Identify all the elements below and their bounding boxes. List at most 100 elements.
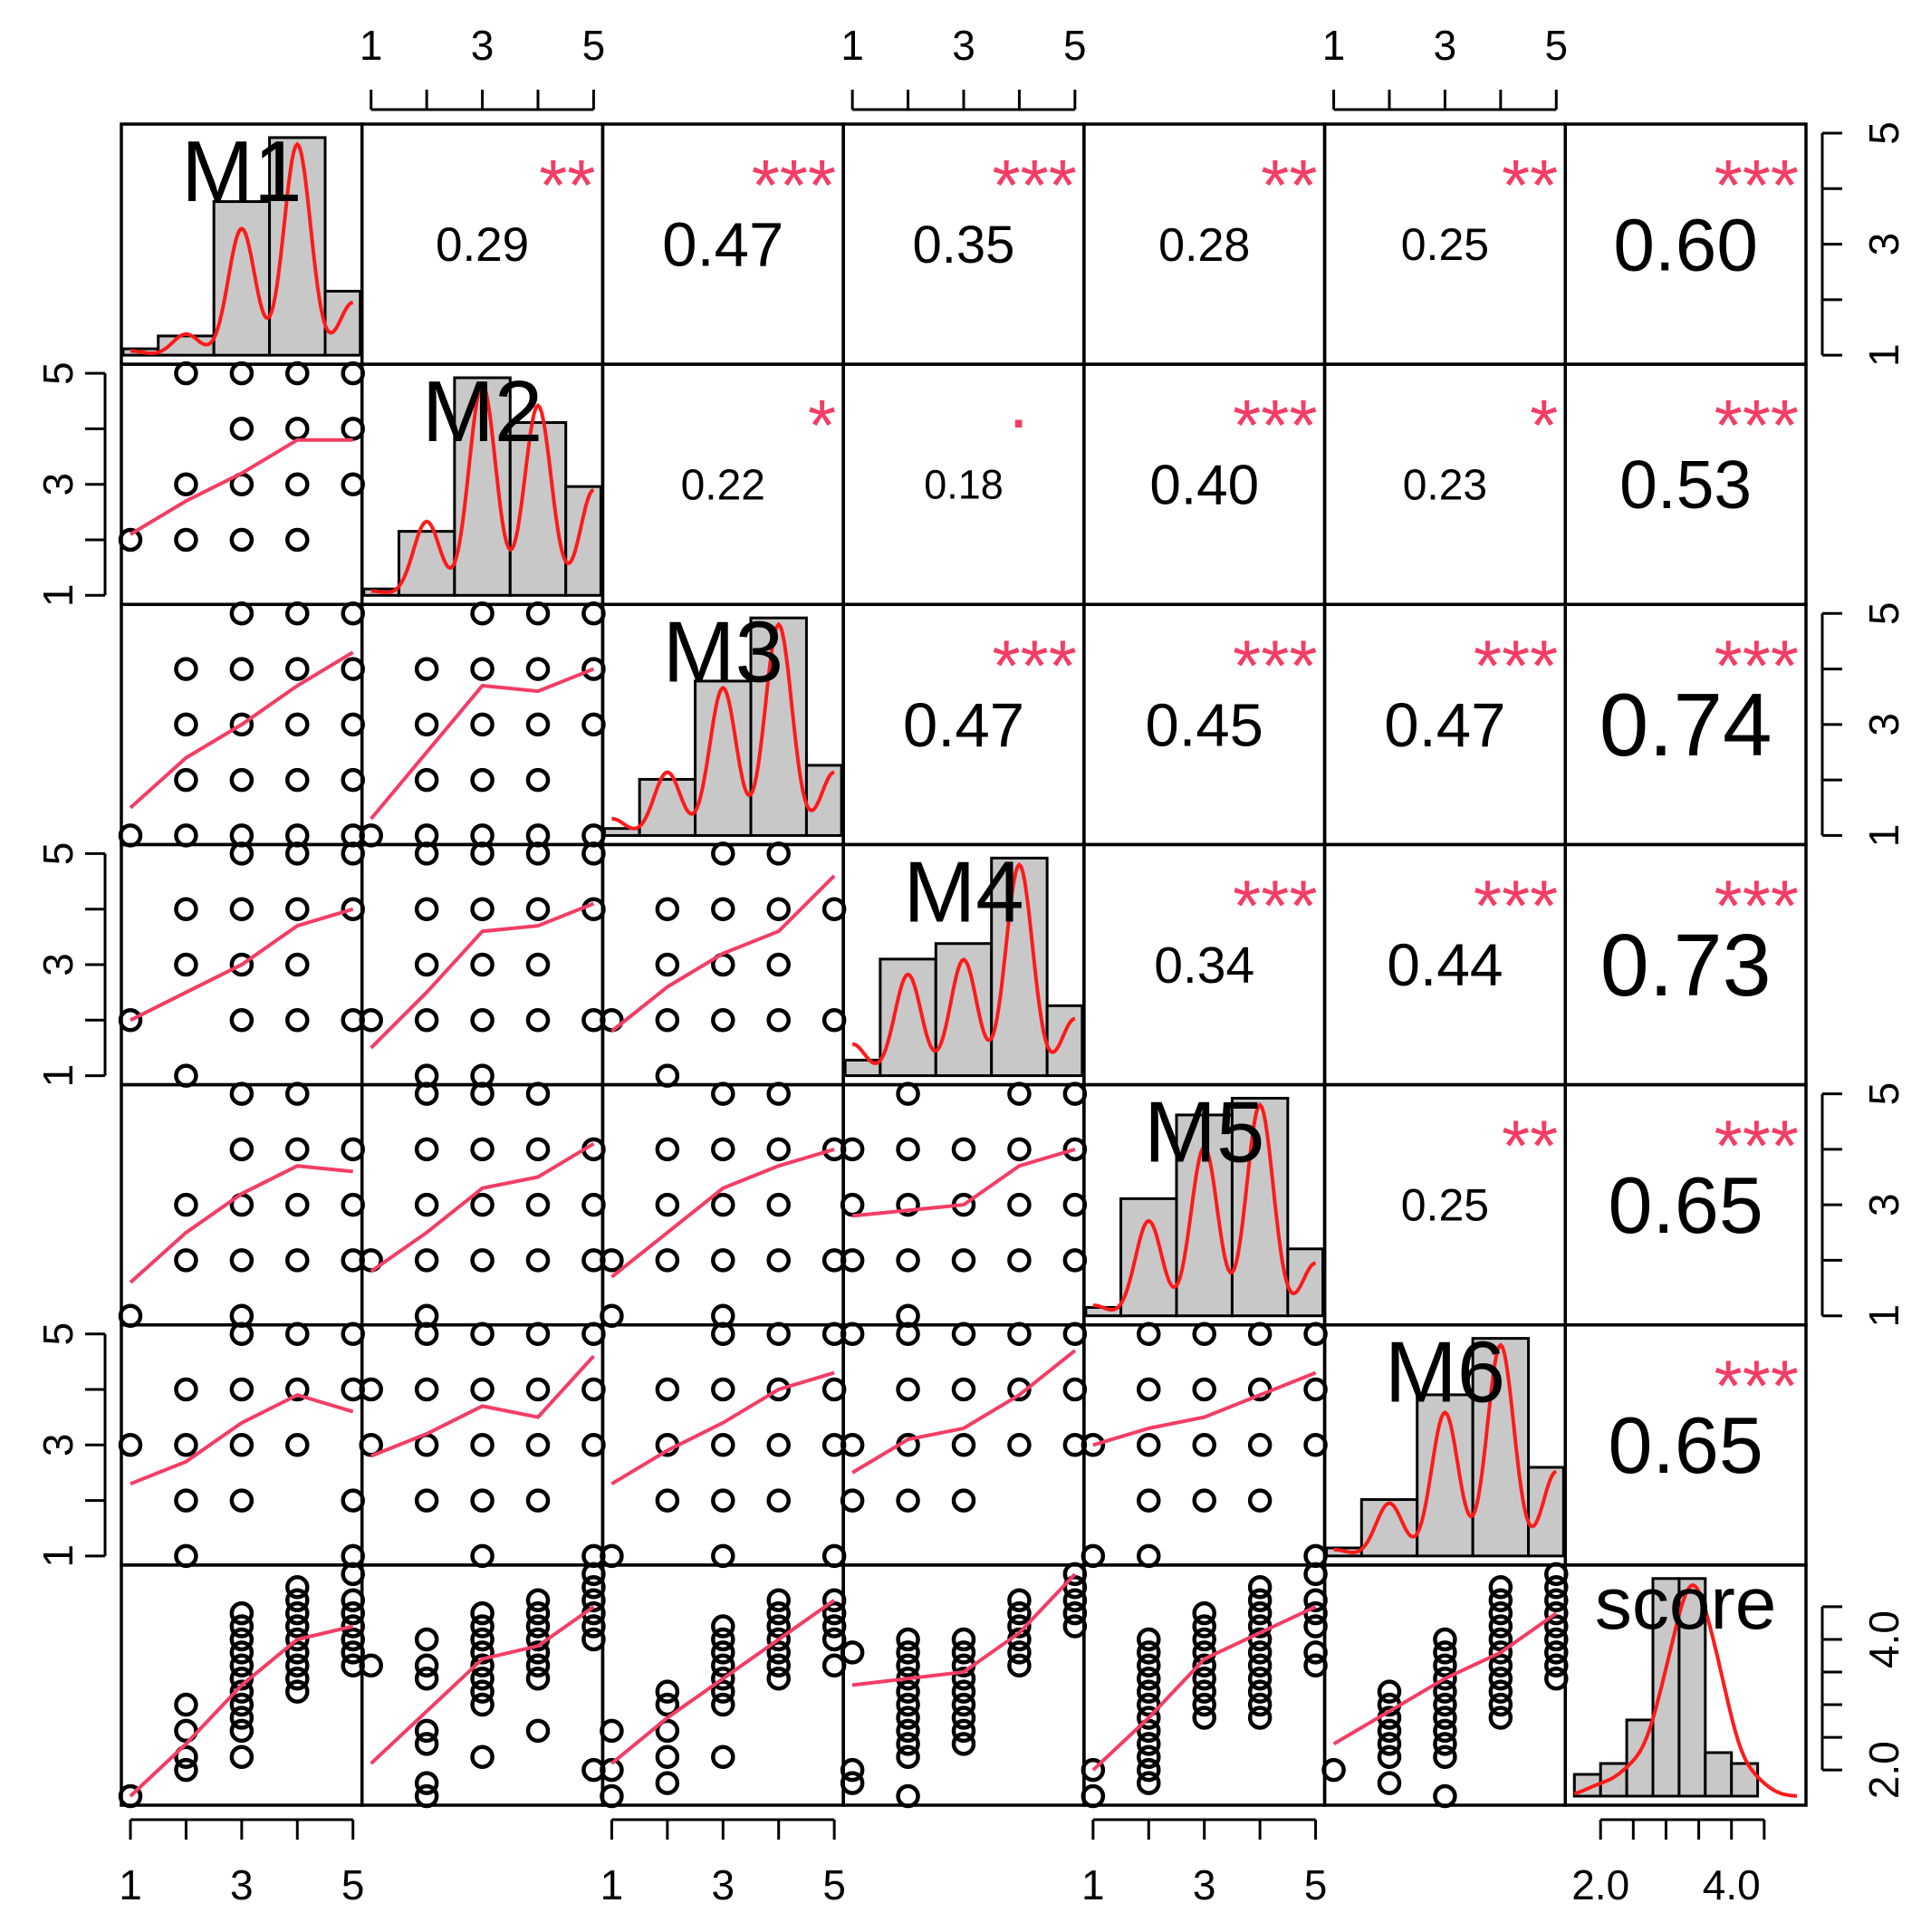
data-point-M2-M4-3 — [414, 952, 439, 977]
data-point-M5-score-12 — [1137, 1640, 1161, 1665]
data-point-M4-score-13 — [896, 1627, 920, 1652]
data-point-M1-M3-7 — [229, 712, 255, 737]
data-point-M1-score-7 — [229, 1706, 255, 1730]
data-point-M1-M4-3 — [174, 1063, 198, 1088]
histogram-bar-M5-3 — [1230, 1096, 1290, 1318]
data-point-M1-score-13 — [229, 1627, 255, 1652]
data-point-M3-M5-11 — [766, 1137, 791, 1162]
right-tick-label-M3-1: 3 — [1860, 713, 1907, 736]
data-point-M5-score-6 — [1137, 1718, 1161, 1744]
data-point-M4-score-4 — [896, 1745, 920, 1769]
data-point-M2-M6-9 — [470, 1488, 495, 1513]
data-point-M1-M6-14 — [341, 1488, 365, 1513]
data-point-M2-M5-4 — [414, 1248, 439, 1273]
data-point-M1-score-5 — [229, 1745, 255, 1769]
data-point-M3-M5-10 — [766, 1081, 791, 1106]
correlation-value-M2-M6: 0.23 — [1403, 462, 1487, 510]
data-point-M5-score-4 — [1137, 1745, 1161, 1769]
data-point-M1-M4-2 — [174, 952, 198, 977]
data-point-M2-M4-13 — [525, 952, 551, 977]
data-point-M4-M5-8 — [951, 1137, 976, 1162]
data-point-M4-score-11 — [896, 1653, 920, 1678]
data-point-M4-M6-11 — [1007, 1322, 1032, 1346]
data-point-M1-score-15 — [229, 1600, 255, 1626]
data-point-M6-score-9 — [1433, 1745, 1457, 1769]
data-point-M3-M5-12 — [766, 1192, 791, 1217]
smooth-line-M1-M4 — [130, 907, 354, 1023]
panel-frame-M4-M2 — [360, 842, 605, 1087]
data-point-M6-score-19 — [1488, 1706, 1513, 1730]
data-point-M1-M6-6 — [229, 1377, 255, 1402]
histogram-bar-score-2 — [1625, 1718, 1655, 1798]
significance-stars-M2-M5: *** — [1233, 385, 1317, 466]
left-tick-label-M2-1: 3 — [34, 473, 82, 496]
significance-stars-M1-M3: *** — [752, 145, 836, 226]
data-point-M3-M5-3 — [655, 1192, 680, 1217]
data-point-M3-M6-9 — [766, 1322, 791, 1346]
data-point-M5-score-32 — [1247, 1588, 1273, 1612]
data-point-M6-score-26 — [1488, 1614, 1513, 1639]
data-point-M2-M3-1 — [414, 657, 439, 681]
data-point-M2-score-19 — [525, 1653, 551, 1678]
data-point-M1-M5-2 — [174, 1248, 198, 1273]
data-point-M4-M5-5 — [896, 1192, 920, 1217]
data-point-M2-M6-14 — [525, 1488, 551, 1513]
correlation-value-M2-M5: 0.40 — [1149, 454, 1259, 516]
data-point-M5-score-7 — [1137, 1706, 1161, 1730]
density-curve-M3 — [611, 621, 835, 831]
data-point-M6-score-7 — [1377, 1679, 1402, 1704]
significance-stars-M4-score: *** — [1714, 865, 1799, 946]
density-curve-M2 — [370, 381, 595, 594]
data-point-M4-M5-15 — [1062, 1081, 1088, 1106]
data-point-M1-score-12 — [229, 1640, 255, 1665]
data-point-M2-score-22 — [525, 1614, 551, 1639]
data-point-M1-score-24 — [285, 1575, 310, 1600]
right-tick-label-score-1: 4.0 — [1860, 1610, 1907, 1668]
significance-stars-M2-M4: . — [1009, 362, 1029, 443]
data-point-M6-score-22 — [1488, 1666, 1513, 1691]
data-point-M2-M6-8 — [470, 1433, 495, 1457]
top-tick-label-M6-2: 5 — [1544, 22, 1568, 69]
data-point-M2-score-23 — [525, 1600, 551, 1626]
data-point-M4-score-23 — [1007, 1653, 1032, 1678]
data-point-M1-M4-10 — [285, 952, 310, 977]
significance-stars-M2-score: *** — [1714, 385, 1799, 466]
data-point-M2-M6-5 — [414, 1488, 439, 1513]
data-point-M1-score-18 — [285, 1653, 310, 1678]
histogram-bar-M6-2 — [1416, 1393, 1474, 1558]
data-point-M5-score-13 — [1137, 1627, 1161, 1652]
data-point-M4-M6-6 — [896, 1488, 920, 1513]
data-point-M5-M6-9 — [1192, 1433, 1216, 1457]
data-point-M4-score-28 — [1007, 1588, 1032, 1612]
correlation-value-M4-M5: 0.34 — [1154, 937, 1254, 995]
density-curve-score — [1573, 1582, 1798, 1798]
data-point-M5-score-3 — [1137, 1757, 1161, 1783]
data-point-M4-score-9 — [896, 1679, 920, 1704]
correlation-value-M1-M2: 0.29 — [436, 218, 529, 272]
significance-stars-M2-M3: * — [808, 385, 836, 466]
data-point-M5-score-2 — [1137, 1771, 1161, 1795]
data-point-M5-score-9 — [1137, 1679, 1161, 1704]
data-point-M4-score-22 — [951, 1627, 976, 1652]
data-point-M1-score-21 — [285, 1614, 310, 1639]
data-point-M3-M6-1 — [655, 1377, 680, 1402]
bottom-tick-label-M3-0: 1 — [600, 1861, 624, 1908]
data-point-M3-score-16 — [766, 1666, 791, 1691]
data-point-M1-M5-4 — [229, 1137, 255, 1162]
data-point-M2-M6-10 — [470, 1543, 495, 1569]
data-point-M3-M4-12 — [766, 1008, 791, 1033]
smooth-line-M4-M5 — [851, 1147, 1076, 1218]
data-point-M1-score-30 — [341, 1588, 365, 1612]
right-tick-label-score-0: 2.0 — [1860, 1741, 1907, 1799]
data-point-M6-score-13 — [1433, 1692, 1457, 1717]
data-point-M1-M3-15 — [341, 601, 365, 626]
data-point-M1-score-16 — [285, 1679, 310, 1704]
significance-stars-M6-score: *** — [1714, 1346, 1799, 1427]
panel-frame-M5-M1 — [120, 1082, 364, 1327]
data-point-M3-M6-8 — [711, 1543, 735, 1569]
density-curve-M1 — [130, 141, 354, 355]
data-point-M5-score-17 — [1192, 1666, 1216, 1691]
data-point-M2-M3-15 — [581, 601, 606, 626]
data-point-M2-M5-12 — [525, 1192, 551, 1217]
data-point-M5-M6-11 — [1247, 1322, 1273, 1346]
